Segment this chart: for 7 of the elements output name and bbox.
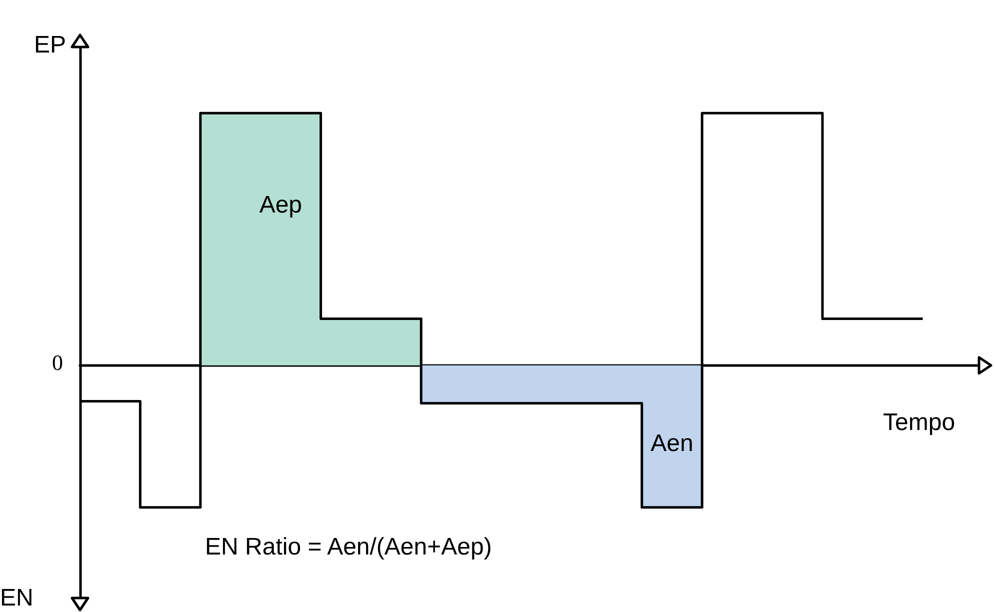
text: EN Ratio = Aen/(Aen+Aep) — [205, 534, 492, 560]
text: 0 — [52, 350, 63, 375]
x-axis-title: Tempo — [883, 408, 956, 436]
series-label: Aen — [650, 430, 694, 457]
y-axis-title: EP — [34, 32, 66, 58]
series-label: Aep — [259, 192, 302, 219]
text: EN — [0, 584, 34, 612]
